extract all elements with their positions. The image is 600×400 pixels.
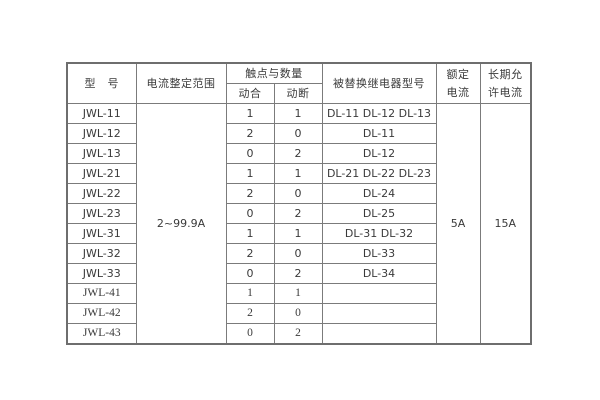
- cell-contact-nc: 2: [273, 263, 323, 284]
- header-model: 型 号: [66, 62, 137, 104]
- cell-contact-no: 2: [225, 303, 275, 324]
- table-row: JWL-12 2 0 DL-11: [66, 123, 531, 144]
- cell-model: JWL-43: [66, 323, 137, 345]
- cell-contact-nc: 2: [273, 203, 323, 224]
- cell-contact-no: 1: [225, 103, 275, 124]
- cell-model: JWL-22: [66, 183, 137, 204]
- table-row: JWL-43 0 2: [66, 323, 531, 345]
- cell-contact-nc: 0: [273, 303, 323, 324]
- cell-contact-no: 1: [225, 223, 275, 244]
- cell-contact-nc: 2: [273, 323, 323, 345]
- cell-model: JWL-32: [66, 243, 137, 264]
- header-row-1: 型 号 电流整定范围 触点与数量 被替换继电器型号 额定 电流 长期允 许电流: [66, 62, 532, 104]
- cell-replaced-models: DL-11 DL-12 DL-13: [321, 103, 437, 124]
- cell-model: JWL-11: [66, 103, 137, 124]
- table-row: JWL-33 0 2 DL-34: [66, 263, 531, 284]
- header-rated-current-line2: 电流: [446, 85, 470, 99]
- cell-contact-no: 1: [225, 283, 275, 304]
- cell-contact-no: 0: [225, 323, 275, 345]
- header-rated-current-line1: 额定: [446, 67, 470, 81]
- header-long-term-line1: 长期允: [488, 67, 523, 81]
- cell-contact-no: 0: [225, 263, 275, 284]
- cell-current-range-value: 2~99.9A: [135, 103, 227, 345]
- cell-model: JWL-33: [66, 263, 137, 284]
- header-current-range: 电流整定范围: [135, 62, 227, 104]
- header-contact-no: 动合: [225, 83, 275, 104]
- cell-contact-nc: 1: [273, 163, 323, 184]
- cell-model: JWL-13: [66, 143, 137, 164]
- cell-contact-no: 0: [225, 143, 275, 164]
- cell-contact-nc: 1: [273, 223, 323, 244]
- cell-contact-no: 2: [225, 183, 275, 204]
- cell-contact-nc: 0: [273, 123, 323, 144]
- cell-replaced-models: DL-25: [321, 203, 437, 224]
- table-row: JWL-42 2 0: [66, 303, 531, 324]
- relay-spec-table: 型 号 电流整定范围 触点与数量 被替换继电器型号 额定 电流 长期允 许电流 …: [66, 62, 532, 345]
- cell-replaced-models: DL-33: [321, 243, 437, 264]
- cell-contact-no: 0: [225, 203, 275, 224]
- cell-replaced-models: [321, 283, 437, 304]
- cell-contact-no: 2: [225, 243, 275, 264]
- cell-long-term-value: 15A: [479, 103, 532, 345]
- cell-model: JWL-42: [66, 303, 137, 324]
- header-contact-nc: 动断: [273, 83, 323, 104]
- cell-contact-nc: 1: [273, 103, 323, 124]
- table-row: JWL-11 2~99.9A 1 1 DL-11 DL-12 DL-13 5A …: [66, 103, 532, 345]
- header-long-term-line2: 许电流: [488, 85, 523, 99]
- cell-replaced-models: [321, 323, 437, 345]
- cell-model: JWL-23: [66, 203, 137, 224]
- cell-model: JWL-12: [66, 123, 137, 144]
- cell-contact-nc: 2: [273, 143, 323, 164]
- header-long-term-current: 长期允 许电流: [479, 62, 532, 104]
- table-row: JWL-22 2 0 DL-24: [66, 183, 531, 204]
- header-replaced-models: 被替换继电器型号: [321, 62, 437, 104]
- table-row: JWL-32 2 0 DL-33: [66, 243, 531, 264]
- cell-rated-current-value: 5A: [435, 103, 481, 345]
- cell-model: JWL-41: [66, 283, 137, 304]
- cell-replaced-models: DL-31 DL-32: [321, 223, 437, 244]
- table-row: JWL-23 0 2 DL-25: [66, 203, 531, 224]
- cell-contact-nc: 0: [273, 183, 323, 204]
- table-row: JWL-41 1 1: [66, 283, 531, 304]
- cell-replaced-models: DL-12: [321, 143, 437, 164]
- cell-model: JWL-31: [66, 223, 137, 244]
- cell-contact-no: 2: [225, 123, 275, 144]
- cell-contact-nc: 0: [273, 243, 323, 264]
- cell-replaced-models: [321, 303, 437, 324]
- cell-replaced-models: DL-34: [321, 263, 437, 284]
- cell-model: JWL-21: [66, 163, 137, 184]
- cell-replaced-models: DL-21 DL-22 DL-23: [321, 163, 437, 184]
- cell-contact-nc: 1: [273, 283, 323, 304]
- header-rated-current: 额定 电流: [435, 62, 481, 104]
- cell-replaced-models: DL-11: [321, 123, 437, 144]
- cell-contact-no: 1: [225, 163, 275, 184]
- header-contacts-group: 触点与数量: [225, 62, 323, 84]
- cell-replaced-models: DL-24: [321, 183, 437, 204]
